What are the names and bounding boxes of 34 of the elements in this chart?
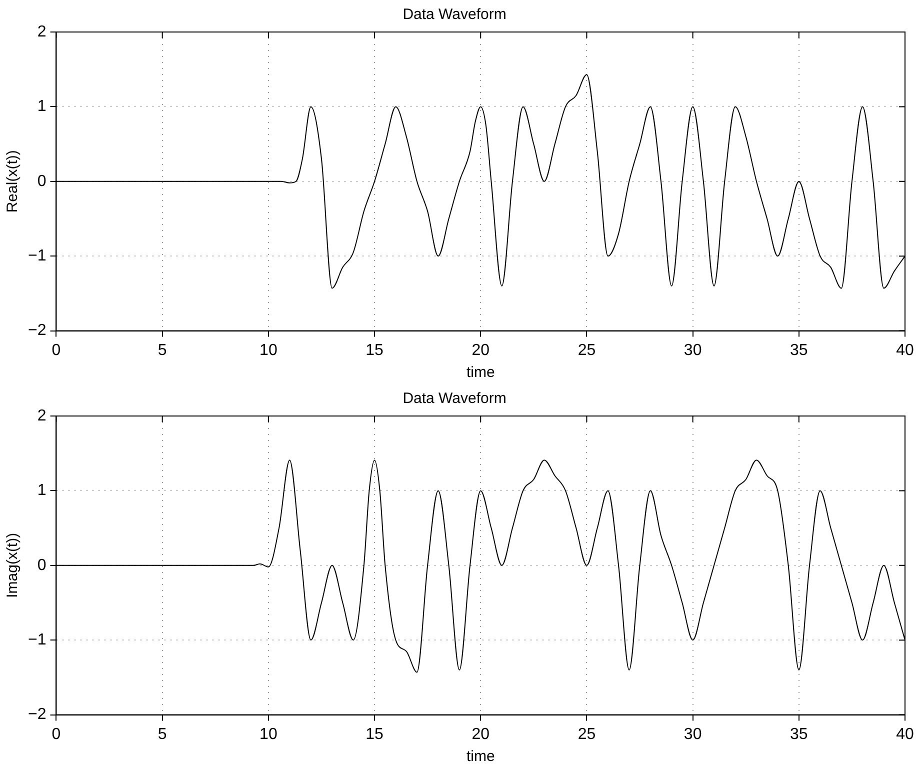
x-tick-label: 5 [158,726,167,743]
y-tick-label: 2 [37,407,46,424]
x-tick-label: 20 [472,726,490,743]
x-axis-title: time [466,364,495,382]
y-tick-label: 0 [37,556,46,574]
x-tick-label: 0 [52,342,61,359]
x-tick-label: 20 [472,342,490,359]
x-tick-label: 30 [684,726,702,743]
x-tick-label: 40 [896,726,914,743]
y-tick-label: 2 [37,23,46,40]
x-tick-label: 30 [684,342,702,359]
x-tick-label: 10 [260,342,278,359]
y-axis-title: Real(x(t)) [4,150,22,213]
x-axis-title: time [466,748,495,766]
x-tick-label: 15 [366,726,384,743]
x-tick-label: 25 [578,342,596,359]
y-tick-label: 0 [37,172,46,190]
x-tick-label: 35 [790,726,808,743]
x-tick-label: 25 [578,726,596,743]
x-tick-label: 10 [260,726,278,743]
y-tick-label: −2 [28,322,46,340]
x-tick-label: 5 [158,342,167,359]
x-tick-label: 0 [52,726,61,743]
x-tick-label: 35 [790,342,808,359]
chart-title: Data Waveform [402,6,506,24]
y-tick-label: 1 [37,482,46,500]
y-tick-label: 1 [37,98,46,116]
y-tick-label: −1 [28,632,46,649]
x-tick-label: 40 [896,342,914,359]
x-tick-label: 15 [366,342,384,359]
y-tick-label: −2 [28,706,46,724]
y-axis-title: Imag(x(t)) [4,532,22,598]
chart-title: Data Waveform [402,390,506,408]
y-tick-label: −1 [28,248,46,265]
